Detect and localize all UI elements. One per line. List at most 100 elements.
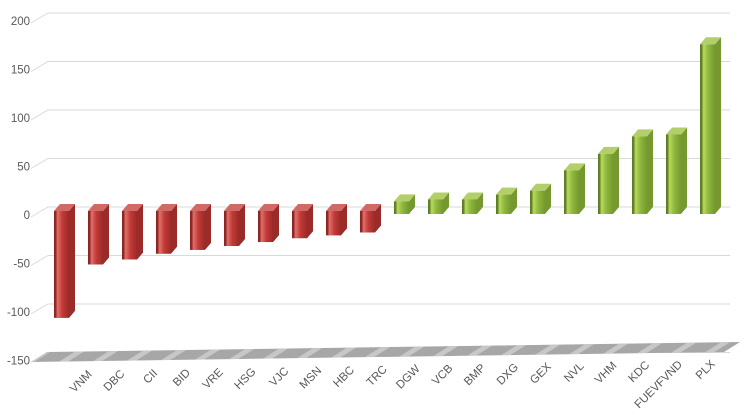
bar-TRC — [360, 204, 381, 233]
floor-stripes — [31, 342, 740, 362]
bar-VJC — [258, 204, 279, 243]
bar-front-face — [632, 136, 647, 214]
bar-side-face — [69, 204, 75, 318]
bar-KDC — [632, 129, 653, 214]
bar-VRE — [190, 204, 211, 250]
gridline-100 — [30, 109, 730, 121]
bar-HBC — [326, 204, 347, 236]
bar-side-face — [545, 183, 551, 214]
bar-top-face — [666, 127, 687, 135]
gridline-150 — [30, 61, 730, 72]
y-tick-label-50: 50 — [17, 162, 30, 174]
bar-side-face — [681, 127, 687, 214]
x-tick-label-KDC: KDC — [627, 359, 653, 385]
bar-DXG — [496, 187, 517, 214]
bar-top-face — [598, 146, 619, 154]
bar-front-face — [530, 190, 545, 214]
x-tick-label-BID: BID — [171, 367, 193, 389]
bar-top-face — [428, 192, 449, 200]
chart-floor — [31, 342, 740, 362]
bar-VHM — [598, 146, 619, 214]
bar-top-face — [326, 204, 347, 211]
y-tick-label--50: -50 — [13, 259, 30, 271]
bar-top-face — [258, 204, 279, 211]
y-tick-label-100: 100 — [11, 113, 30, 125]
y-tick-label--150: -150 — [7, 356, 30, 368]
x-tick-label-DXG: DXG — [495, 361, 521, 387]
bar-top-face — [632, 129, 653, 137]
bar-FUEVFVND — [666, 127, 687, 214]
bar-front-face — [88, 211, 103, 265]
x-tick-label-VNM: VNM — [68, 369, 95, 396]
x-tick-label-PLX: PLX — [694, 358, 718, 382]
bar-GEX — [530, 183, 551, 214]
bar-front-face — [326, 211, 341, 236]
bar-VCB — [428, 192, 449, 214]
bar-top-face — [496, 187, 517, 195]
x-tick-label-VJC: VJC — [268, 365, 292, 389]
x-tick-label-DGW: DGW — [394, 363, 422, 391]
bar-front-face — [54, 211, 69, 318]
bar-top-face — [564, 163, 585, 171]
x-tick-label-VHM: VHM — [593, 360, 620, 387]
bar-top-face — [88, 204, 109, 211]
y-tick-label--100: -100 — [7, 307, 30, 319]
bar-front-face — [156, 211, 171, 254]
bar-front-face — [496, 194, 511, 214]
bar-DBC — [88, 204, 109, 265]
bar-side-face — [647, 129, 653, 214]
gridlines — [30, 12, 730, 363]
bar-side-face — [375, 204, 381, 233]
x-tick-label-DBC: DBC — [102, 368, 128, 394]
x-axis-labels: VNM DBC CII BID VRE HSG VJC MSN HBC TRC DGW VCB BMP D… — [68, 358, 718, 411]
bar-side-face — [341, 204, 347, 236]
bar-front-face — [292, 211, 307, 239]
bar-side-face — [103, 204, 109, 265]
gridline--50 — [30, 255, 730, 266]
bar-top-face — [360, 204, 381, 211]
bar-top-face — [394, 194, 415, 202]
bar-side-face — [579, 163, 585, 214]
bar-front-face — [360, 211, 375, 233]
bar-side-face — [307, 204, 313, 239]
bar-top-face — [530, 183, 551, 191]
bar-BID — [156, 204, 177, 254]
bar-top-face — [224, 204, 245, 211]
bar-side-face — [171, 204, 177, 254]
gridline-200 — [30, 12, 730, 24]
y-axis-labels: 200 150 100 50 0 -50 -100 -150 — [7, 16, 30, 368]
bar-top-face — [700, 37, 721, 45]
bar-front-face — [190, 211, 205, 250]
bar-side-face — [239, 204, 245, 246]
bar-front-face — [462, 199, 477, 214]
bar-side-face — [273, 204, 279, 243]
y-tick-label-200: 200 — [11, 16, 30, 28]
x-tick-label-NVL: NVL — [562, 360, 587, 385]
x-tick-label-HSG: HSG — [233, 366, 259, 392]
bar-BMP — [462, 192, 483, 214]
bar-top-face — [122, 204, 143, 211]
bar-top-face — [156, 204, 177, 211]
x-tick-label-VRE: VRE — [201, 366, 226, 391]
bar-PLX — [700, 37, 721, 214]
bar-top-face — [292, 204, 313, 211]
x-tick-label-TRC: TRC — [365, 364, 390, 389]
bar-front-face — [258, 211, 273, 243]
bar-side-face — [443, 192, 449, 214]
bar-side-face — [715, 37, 721, 214]
bar-side-face — [137, 204, 143, 260]
bar-side-face — [511, 187, 517, 214]
x-tick-label-VCB: VCB — [430, 362, 455, 387]
bar-side-face — [409, 194, 415, 214]
bar-front-face — [564, 170, 579, 214]
bar-DGW — [394, 194, 415, 214]
x-tick-label-HBC: HBC — [331, 364, 357, 390]
bar-front-face — [224, 211, 239, 246]
bar-side-face — [477, 192, 483, 214]
bar-front-face — [122, 211, 137, 260]
bar-front-face — [598, 153, 613, 214]
floor-surface — [31, 342, 740, 362]
y-tick-label-150: 150 — [11, 65, 30, 77]
